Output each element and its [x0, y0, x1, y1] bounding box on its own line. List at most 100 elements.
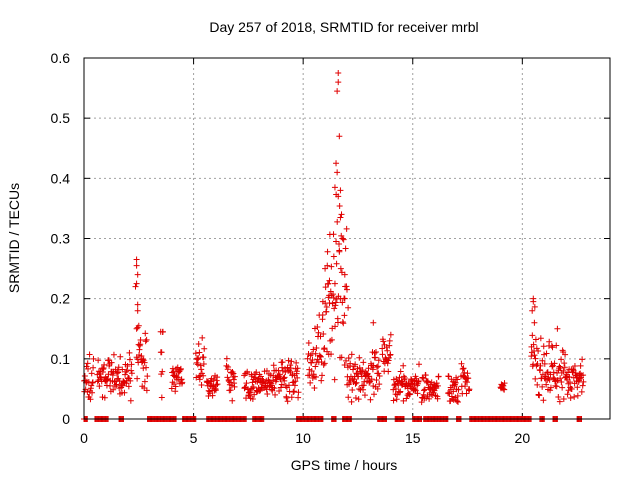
data-point — [345, 304, 352, 311]
data-point — [555, 394, 562, 401]
data-point — [279, 359, 286, 366]
data-point — [342, 245, 349, 252]
data-point — [532, 355, 539, 362]
data-point — [543, 350, 550, 357]
data-point — [128, 367, 135, 374]
data-point — [295, 389, 302, 396]
data-point — [142, 330, 149, 337]
data-point — [332, 299, 339, 306]
data-point — [285, 382, 292, 389]
data-point — [537, 335, 544, 342]
data-point — [384, 347, 391, 354]
data-point — [337, 214, 344, 221]
data-point — [231, 383, 238, 390]
y-tick-label: 0.3 — [51, 231, 71, 247]
data-point — [195, 355, 202, 362]
data-point — [328, 336, 335, 343]
data-point — [578, 388, 585, 395]
data-point — [375, 370, 382, 377]
data-point — [345, 394, 352, 401]
data-point — [400, 362, 407, 369]
data-point — [144, 373, 151, 380]
data-point — [291, 388, 298, 395]
x-axis-label: GPS time / hours — [291, 457, 398, 473]
data-point — [133, 256, 140, 263]
data-point — [373, 364, 380, 371]
data-point — [317, 353, 324, 360]
data-point — [115, 369, 122, 376]
data-point — [159, 328, 166, 335]
data-point — [192, 350, 199, 357]
data-point — [88, 370, 95, 377]
data-point — [352, 361, 359, 368]
data-point — [96, 383, 103, 390]
data-point — [276, 387, 283, 394]
data-point — [580, 372, 587, 379]
data-point — [344, 286, 350, 293]
data-point — [293, 359, 300, 366]
y-tick-label: 0.2 — [51, 291, 71, 307]
data-point — [455, 386, 462, 393]
data-point — [580, 378, 587, 385]
data-point — [312, 350, 319, 357]
chart-title: Day 257 of 2018, SRMTID for receiver mrb… — [209, 19, 478, 35]
data-point — [143, 364, 150, 371]
data-point — [397, 388, 404, 395]
data-point — [122, 371, 129, 378]
data-point — [126, 356, 133, 363]
data-point — [535, 391, 542, 398]
data-point — [134, 301, 141, 308]
data-point — [343, 357, 350, 364]
data-point — [390, 386, 397, 393]
data-point — [196, 349, 203, 356]
data-point — [287, 365, 294, 372]
y-tick-label: 0.1 — [51, 351, 71, 367]
data-point — [560, 368, 567, 375]
data-point — [530, 341, 537, 348]
data-point — [560, 395, 567, 402]
data-point — [305, 340, 312, 347]
data-point — [141, 378, 148, 385]
data-point — [331, 184, 338, 191]
data-point — [115, 364, 122, 371]
data-point — [541, 360, 548, 367]
data-point — [566, 379, 573, 386]
data-point — [458, 360, 465, 367]
data-point — [530, 298, 537, 305]
data-point — [210, 376, 217, 383]
data-point — [369, 366, 376, 373]
data-point — [403, 395, 410, 402]
data-point — [385, 368, 392, 375]
data-point — [531, 319, 538, 326]
data-point — [343, 225, 350, 232]
data-point — [579, 356, 586, 363]
data-point — [294, 365, 301, 372]
data-point — [561, 364, 568, 371]
data-point — [532, 375, 539, 382]
data-point — [281, 374, 288, 381]
data-point — [101, 394, 108, 401]
x-tick-label: 15 — [405, 430, 421, 446]
y-tick-label: 0.5 — [51, 110, 71, 126]
data-point — [143, 336, 150, 343]
data-point — [319, 311, 326, 318]
data-point — [528, 353, 535, 360]
data-point — [110, 386, 117, 393]
data-point — [368, 376, 375, 383]
data-point — [292, 378, 299, 385]
data-point — [158, 349, 165, 356]
data-point — [95, 357, 102, 364]
data-point — [353, 379, 360, 386]
data-point — [454, 376, 461, 383]
data-point — [571, 393, 578, 400]
data-point — [433, 380, 440, 387]
data-point — [324, 262, 331, 269]
data-point — [158, 394, 165, 401]
data-point — [133, 262, 140, 269]
data-point — [312, 373, 319, 380]
data-point — [347, 360, 354, 367]
data-point — [426, 395, 433, 402]
data-point — [127, 397, 134, 404]
data-point — [309, 356, 316, 363]
data-point — [372, 354, 379, 361]
